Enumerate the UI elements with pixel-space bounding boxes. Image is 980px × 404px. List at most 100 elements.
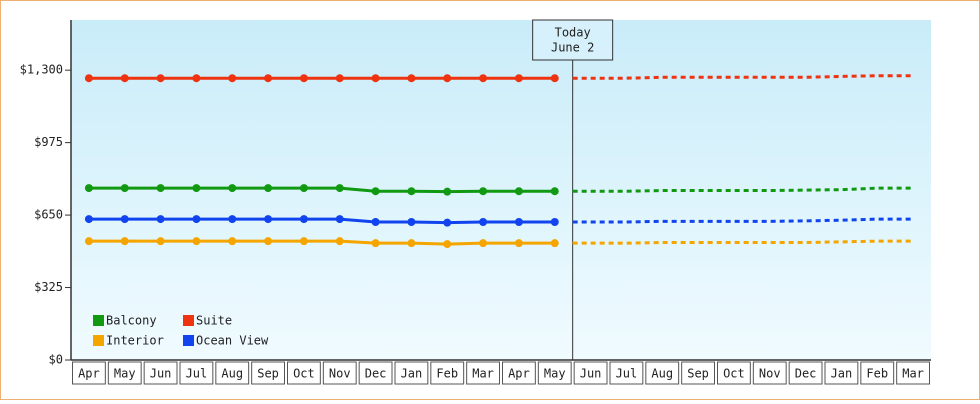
point — [156, 184, 165, 193]
point — [514, 187, 523, 196]
x-tick-label: Mar — [472, 367, 494, 381]
x-tick-label: Dec — [795, 367, 817, 381]
x-cell — [537, 361, 572, 385]
x-cell — [609, 361, 644, 385]
point — [156, 237, 165, 246]
x-cell — [143, 361, 178, 385]
point — [550, 187, 559, 196]
x-tick-label: Jan — [401, 367, 423, 381]
point — [371, 217, 380, 226]
x-cell — [430, 361, 465, 385]
series-line — [88, 239, 555, 246]
point — [120, 237, 129, 246]
point — [299, 74, 308, 83]
legend-swatch — [93, 315, 104, 326]
point — [192, 237, 201, 246]
point — [299, 215, 308, 224]
legend-label: Suite — [196, 314, 232, 328]
point — [335, 184, 344, 193]
x-tick-label: Oct — [723, 367, 745, 381]
x-tick-label: Sep — [257, 367, 279, 381]
point — [84, 215, 93, 224]
x-cell — [860, 361, 895, 385]
point — [479, 187, 488, 196]
point — [228, 215, 237, 224]
point — [550, 74, 559, 83]
x-tick-label: Jul — [616, 367, 638, 381]
annotation: Today — [555, 26, 591, 40]
x-tick-label: Nov — [329, 367, 351, 381]
x-tick-label: Apr — [78, 367, 100, 381]
x-tick-label: Mar — [902, 367, 924, 381]
point — [371, 74, 380, 83]
x-cell — [896, 361, 931, 385]
point — [479, 217, 488, 226]
forecast-line — [572, 217, 914, 224]
x-cell — [215, 361, 250, 385]
point — [335, 74, 344, 83]
point — [228, 74, 237, 83]
point — [84, 184, 93, 193]
point — [264, 237, 273, 246]
point — [299, 237, 308, 246]
point — [264, 215, 273, 224]
point — [335, 237, 344, 246]
x-cell — [179, 361, 214, 385]
x-tick-label: Jan — [831, 367, 853, 381]
x-cell — [72, 361, 106, 385]
y-tick-label: $0 — [49, 353, 63, 367]
x-cell — [251, 361, 286, 385]
x-cell — [107, 361, 142, 385]
y-tick-label: $1,300 — [20, 63, 63, 77]
point — [264, 184, 273, 193]
x-cell — [466, 361, 500, 385]
point — [443, 218, 452, 227]
x-cell — [287, 361, 321, 385]
x-cell — [717, 361, 751, 385]
point — [228, 184, 237, 193]
point — [443, 74, 452, 83]
x-cell — [358, 361, 393, 385]
point — [514, 239, 523, 248]
x-cell — [502, 361, 536, 385]
x-cell — [645, 361, 680, 385]
point — [407, 187, 416, 196]
point — [228, 237, 237, 246]
point — [156, 74, 165, 83]
legend-label: Interior — [106, 334, 164, 348]
point — [192, 184, 201, 193]
point — [514, 74, 523, 83]
point — [156, 215, 165, 224]
x-cell — [322, 361, 357, 385]
today-box — [532, 19, 614, 61]
point — [192, 215, 201, 224]
x-tick-label: Oct — [293, 367, 315, 381]
annotation: June 2 — [551, 41, 594, 55]
point — [371, 239, 380, 248]
point — [407, 74, 416, 83]
x-cell — [394, 361, 429, 385]
x-tick-label: Jul — [186, 367, 208, 381]
point — [479, 239, 488, 248]
point — [299, 184, 308, 193]
x-tick-label: Jun — [150, 367, 172, 381]
series-line — [88, 186, 555, 194]
legend-label: Balcony — [106, 314, 157, 328]
x-tick-label: May — [114, 367, 136, 381]
x-tick-label: Aug — [651, 367, 673, 381]
point — [514, 217, 523, 226]
x-cell — [788, 361, 823, 385]
point — [550, 217, 559, 226]
forecast-line — [572, 186, 914, 193]
point — [407, 217, 416, 226]
point — [550, 239, 559, 248]
point — [84, 237, 93, 246]
x-tick-label: Nov — [759, 367, 781, 381]
point — [443, 187, 452, 196]
y-tick-label: $325 — [34, 280, 63, 294]
x-cell — [824, 361, 859, 385]
x-tick-label: Feb — [436, 367, 458, 381]
x-tick-label: Feb — [866, 367, 888, 381]
point — [335, 215, 344, 224]
